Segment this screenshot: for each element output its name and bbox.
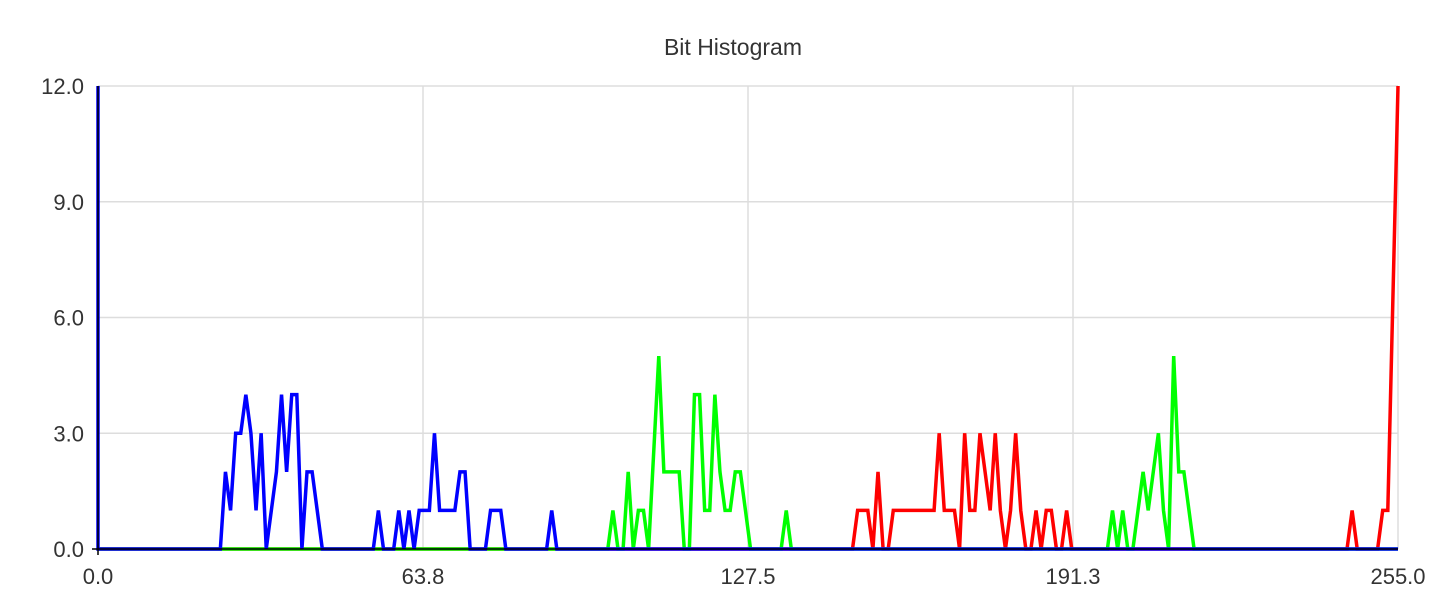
x-tick-label: 191.3 — [1045, 564, 1100, 589]
x-tick-label: 127.5 — [720, 564, 775, 589]
y-axis-ticks: 0.0 3.0 6.0 9.0 12.0 — [41, 74, 84, 562]
chart-title: Bit Histogram — [664, 34, 802, 60]
y-tick-label: 3.0 — [53, 421, 84, 446]
x-tick-label: 0.0 — [83, 564, 114, 589]
grid — [98, 85, 1399, 549]
y-tick-label: 12.0 — [41, 74, 84, 99]
y-tick-label: 9.0 — [53, 190, 84, 215]
x-axis-ticks: 0.0 63.8 127.5 191.3 255.0 — [83, 564, 1426, 589]
axes — [92, 86, 1398, 555]
x-tick-label: 63.8 — [402, 564, 445, 589]
series-line-0 — [98, 85, 1400, 551]
y-tick-label: 6.0 — [53, 306, 84, 331]
series-line-1 — [98, 355, 1398, 551]
x-tick-label: 255.0 — [1370, 564, 1425, 589]
y-tick-label: 0.0 — [53, 537, 84, 562]
